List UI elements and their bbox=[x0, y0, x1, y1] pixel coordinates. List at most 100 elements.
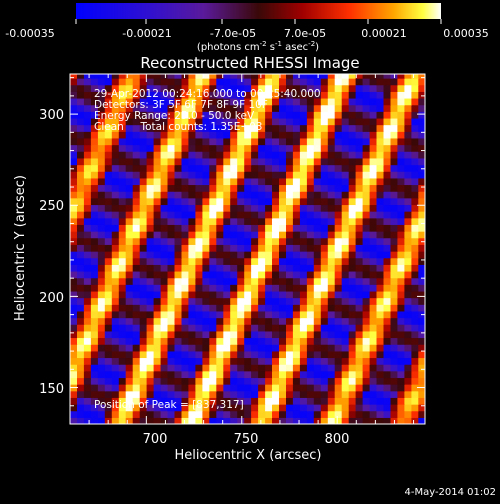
heatmap-cell bbox=[299, 211, 308, 219]
heatmap-cell bbox=[418, 157, 425, 166]
heatmap-cell bbox=[341, 377, 350, 385]
heatmap-cell bbox=[70, 197, 78, 206]
heatmap-cell bbox=[209, 104, 217, 112]
heatmap-cell bbox=[139, 271, 148, 279]
heatmap-cell bbox=[299, 324, 308, 332]
heatmap-cell bbox=[118, 171, 127, 179]
heatmap-cell bbox=[223, 357, 231, 365]
heatmap-cell bbox=[292, 317, 301, 325]
heatmap-cell bbox=[341, 78, 350, 86]
heatmap-cell bbox=[209, 244, 217, 252]
heatmap-cell bbox=[223, 404, 231, 412]
heatmap-cell bbox=[313, 264, 322, 272]
heatmap-cell bbox=[299, 177, 308, 186]
heatmap-cell bbox=[279, 251, 287, 259]
heatmap-cell bbox=[292, 417, 301, 424]
heatmap-cell bbox=[90, 317, 99, 325]
heatmap-cell bbox=[195, 144, 203, 152]
heatmap-cell bbox=[139, 104, 148, 112]
heatmap-cell bbox=[118, 390, 127, 398]
heatmap-cell bbox=[153, 251, 162, 259]
heatmap-cell bbox=[181, 164, 190, 172]
heatmap-cell bbox=[104, 350, 113, 359]
heatmap-cell bbox=[383, 271, 392, 279]
heatmap-cell bbox=[97, 317, 106, 325]
heatmap-cell bbox=[299, 297, 308, 305]
heatmap-cell bbox=[292, 224, 301, 232]
heatmap-cell bbox=[348, 330, 357, 339]
heatmap-cell bbox=[327, 257, 336, 265]
heatmap-cell bbox=[90, 84, 99, 92]
heatmap-cell bbox=[251, 211, 259, 219]
heatmap-cell bbox=[90, 217, 99, 225]
heatmap-cell bbox=[209, 164, 217, 172]
heatmap-cell bbox=[383, 310, 392, 319]
heatmap-cell bbox=[139, 124, 148, 132]
heatmap-cell bbox=[104, 397, 113, 405]
heatmap-cell bbox=[209, 91, 217, 99]
heatmap-cell bbox=[376, 74, 385, 79]
heatmap-cell bbox=[125, 324, 134, 332]
heatmap-cell bbox=[348, 144, 357, 152]
heatmap-cell bbox=[327, 91, 336, 99]
heatmap-cell bbox=[272, 177, 280, 186]
heatmap-cell bbox=[104, 171, 113, 179]
heatmap-cell bbox=[334, 131, 343, 139]
heatmap-cell bbox=[299, 257, 308, 265]
heatmap-cell bbox=[77, 350, 85, 359]
heatmap-cell bbox=[118, 104, 127, 112]
heatmap-cell bbox=[111, 231, 120, 239]
y-tick-label: 250 bbox=[39, 199, 64, 214]
heatmap-cell bbox=[188, 171, 196, 179]
heatmap-cell bbox=[209, 144, 217, 152]
heatmap-cell bbox=[181, 404, 190, 412]
heatmap-cell bbox=[306, 111, 315, 119]
heatmap-cell bbox=[77, 151, 85, 159]
heatmap-cell bbox=[209, 304, 217, 312]
heatmap-cell bbox=[397, 84, 405, 92]
heatmap-cell bbox=[132, 390, 141, 398]
heatmap-cell bbox=[188, 231, 196, 239]
heatmap-cell bbox=[258, 224, 266, 232]
heatmap-cell bbox=[77, 364, 85, 372]
heatmap-cell bbox=[70, 324, 78, 332]
heatmap-cell bbox=[292, 137, 301, 146]
heatmap-cell bbox=[118, 377, 127, 385]
heatmap-cell bbox=[313, 417, 322, 424]
heatmap-cell bbox=[70, 84, 78, 92]
heatmap-cell bbox=[355, 244, 364, 252]
heatmap-cell bbox=[153, 151, 162, 159]
heatmap-cell bbox=[272, 171, 280, 179]
heatmap-cell bbox=[251, 74, 259, 79]
heatmap-cell bbox=[83, 98, 92, 106]
info-overlay: 29-Apr-2012 00:24:16.000 to 00:25:40.000… bbox=[94, 88, 321, 411]
heatmap-cell bbox=[258, 330, 266, 339]
heatmap-cell bbox=[244, 231, 252, 239]
heatmap-cell bbox=[292, 184, 301, 192]
heatmap-cell bbox=[362, 231, 371, 239]
heatmap-cell bbox=[125, 98, 134, 106]
heatmap-cell bbox=[132, 271, 141, 279]
heatmap-cell bbox=[404, 74, 412, 79]
heatmap-cell bbox=[174, 317, 183, 325]
heatmap-cell bbox=[320, 191, 329, 199]
heatmap-cell bbox=[251, 98, 259, 106]
heatmap-cell bbox=[90, 144, 99, 152]
heatmap-cell bbox=[83, 164, 92, 172]
heatmap-cell bbox=[209, 397, 217, 405]
heatmap-cell bbox=[174, 78, 183, 86]
heatmap-cell bbox=[244, 330, 252, 339]
heatmap-cell bbox=[118, 74, 127, 79]
heatmap-cell bbox=[404, 104, 412, 112]
heatmap-cell bbox=[77, 397, 85, 405]
heatmap-cell bbox=[195, 244, 203, 252]
heatmap-cell bbox=[369, 337, 378, 345]
heatmap-cell bbox=[292, 191, 301, 199]
heatmap-cell bbox=[306, 251, 315, 259]
heatmap-cell bbox=[306, 177, 315, 186]
heatmap-cell bbox=[118, 297, 127, 305]
heatmap-cell bbox=[167, 290, 176, 299]
heatmap-cell bbox=[362, 330, 371, 339]
heatmap-cell bbox=[258, 324, 266, 332]
heatmap-cell bbox=[411, 231, 419, 239]
